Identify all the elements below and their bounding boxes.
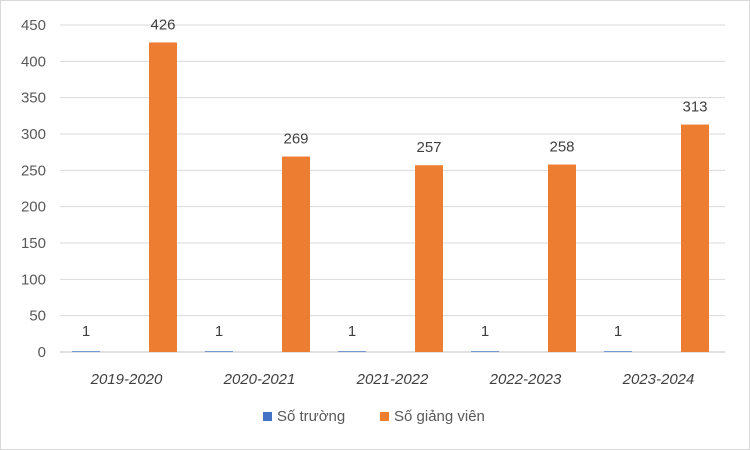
y-tick-label: 200 (21, 199, 46, 216)
bar-so-giang-vien (415, 165, 443, 352)
data-label: 313 (682, 99, 707, 116)
data-label: 257 (416, 139, 441, 156)
bar-so-giang-vien (681, 124, 709, 352)
x-tick-label: 2022-2023 (489, 371, 562, 388)
bar-so-giang-vien (149, 42, 177, 352)
y-axis-ticks: 0 50 100 150 200 250 300 350 400 450 (21, 17, 46, 361)
bar-so-truong (604, 351, 632, 352)
x-axis-ticks: 2019-2020 2020-2021 2021-2022 2022-2023 2023… (90, 371, 695, 388)
bar-so-truong (205, 351, 233, 352)
bar-so-truong (338, 351, 366, 352)
y-tick-label: 150 (21, 235, 46, 252)
bar-so-truong (471, 351, 499, 352)
bar-so-giang-vien (282, 156, 310, 352)
data-label: 1 (215, 323, 223, 340)
data-label: 1 (614, 323, 622, 340)
data-label: 1 (348, 323, 356, 340)
bars (72, 42, 709, 352)
y-tick-label: 250 (21, 162, 46, 179)
y-tick-label: 300 (21, 126, 46, 143)
bar-so-truong (72, 351, 100, 352)
data-label: 1 (82, 323, 90, 340)
y-tick-label: 450 (21, 17, 46, 34)
y-tick-label: 0 (38, 344, 46, 361)
data-label: 269 (283, 131, 308, 148)
x-tick-label: 2019-2020 (90, 371, 163, 388)
legend-swatch (263, 412, 272, 421)
y-tick-label: 100 (21, 271, 46, 288)
data-labels: 1 426 1 269 1 257 1 258 1 313 (82, 16, 708, 340)
x-tick-label: 2021-2022 (356, 371, 429, 388)
data-label: 258 (549, 139, 574, 156)
x-tick-label: 2020-2021 (223, 371, 296, 388)
x-tick-label: 2023-2024 (622, 371, 695, 388)
y-tick-label: 350 (21, 90, 46, 107)
legend-label: Số giảng viên (394, 408, 485, 425)
bar-so-giang-vien (548, 164, 576, 352)
y-tick-label: 50 (29, 308, 46, 325)
legend: Số trường Số giảng viên (263, 408, 485, 425)
legend-label: Số trường (277, 408, 345, 425)
data-label: 426 (150, 16, 175, 33)
data-label: 1 (481, 323, 489, 340)
legend-swatch (380, 412, 389, 421)
y-tick-label: 400 (21, 53, 46, 70)
